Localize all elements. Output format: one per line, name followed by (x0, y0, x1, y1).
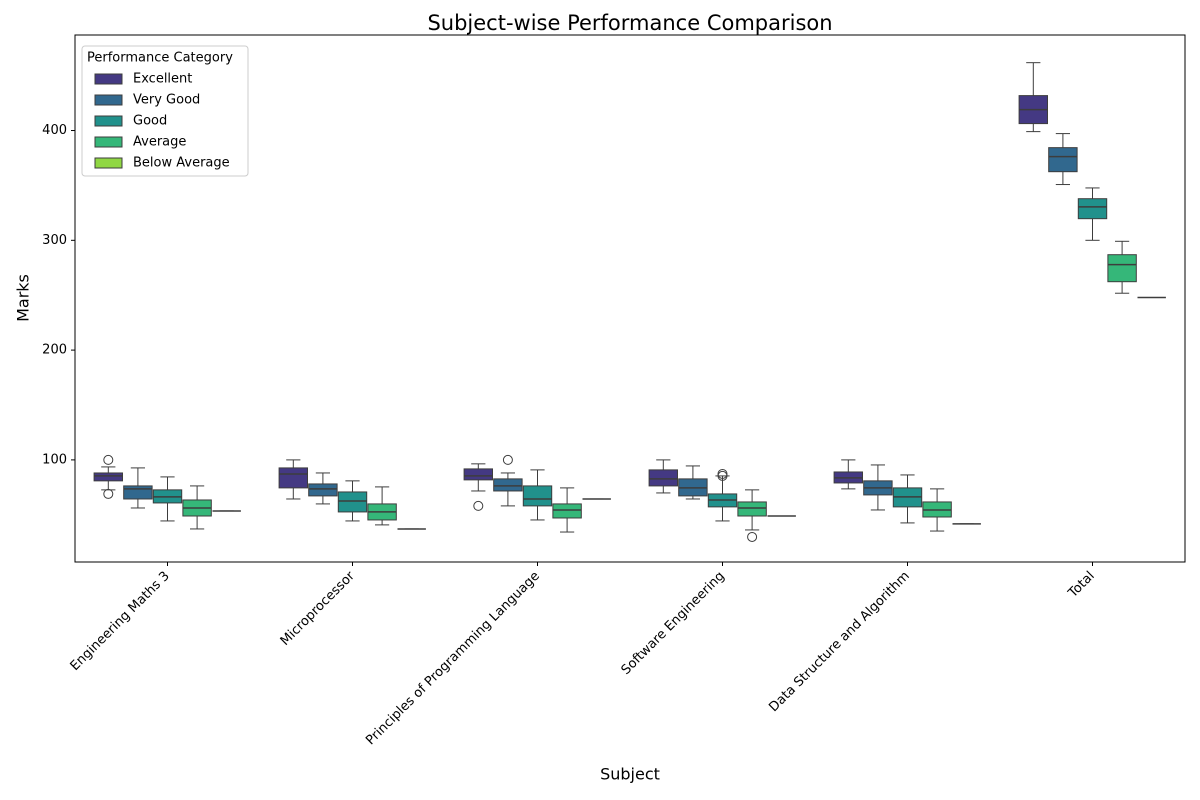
y-tick-label: 400 (42, 123, 67, 138)
outlier (717, 470, 728, 481)
legend-swatch (94, 136, 123, 148)
box (1107, 254, 1137, 283)
y-tick-label: 300 (42, 233, 67, 248)
x-tick-label: Software Engineering (619, 569, 728, 678)
outlier (103, 488, 114, 499)
outlier (103, 454, 114, 465)
box (737, 501, 767, 517)
legend-swatch (94, 94, 123, 106)
box (337, 491, 368, 513)
legend-label: Average (133, 135, 186, 150)
box (308, 483, 338, 497)
x-axis-label: Subject (600, 765, 660, 784)
legend-label: Good (133, 114, 167, 129)
x-tick-label: Microprocessor (278, 568, 359, 649)
legend-title: Performance Category (87, 51, 233, 66)
box (93, 472, 124, 482)
y-tick-label: 100 (42, 452, 67, 467)
box (278, 467, 309, 489)
box (463, 468, 494, 481)
chart-title: Subject-wise Performance Comparison (427, 11, 832, 35)
legend-label: Excellent (133, 72, 192, 87)
legend-swatch (94, 115, 123, 127)
y-axis-label: Marks (14, 274, 33, 322)
legend-label: Below Average (133, 156, 230, 171)
box (648, 469, 679, 487)
box (493, 478, 523, 492)
outlier (747, 531, 758, 542)
x-tick-label: Data Structure and Algorithm (766, 569, 912, 715)
legend-swatch (94, 73, 123, 85)
legend-swatch (94, 157, 123, 169)
x-tick-label: Principles of Programming Language (363, 569, 543, 749)
outlier (502, 454, 513, 465)
box (123, 485, 153, 500)
legend-label: Very Good (133, 93, 200, 108)
legend-frame (81, 45, 249, 177)
y-tick-label: 200 (42, 343, 67, 358)
x-tick-label: Engineering Maths 3 (68, 569, 173, 674)
box (522, 485, 553, 507)
x-tick-label: Total (1065, 569, 1098, 602)
plot-frame (74, 34, 1186, 563)
box (1077, 198, 1108, 220)
outlier (473, 500, 484, 511)
box (552, 503, 582, 519)
box (1048, 147, 1078, 173)
